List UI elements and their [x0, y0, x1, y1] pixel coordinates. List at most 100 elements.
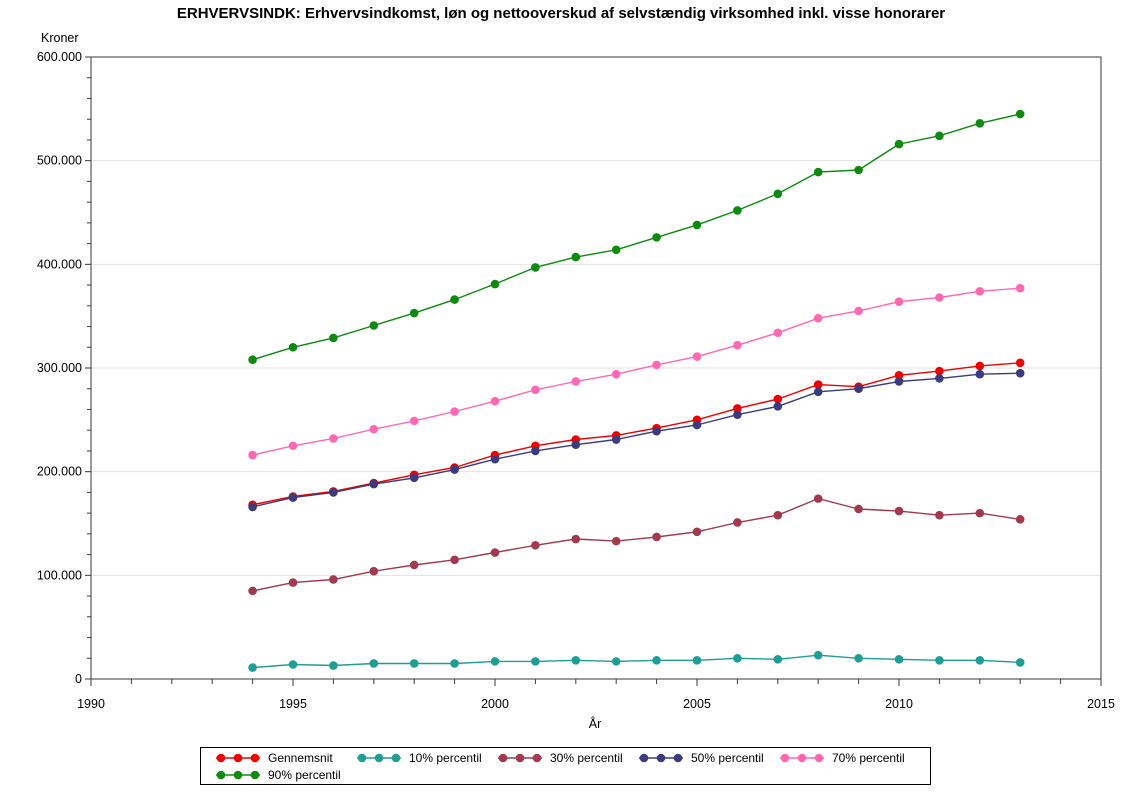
- data-point: [733, 653, 742, 663]
- data-point: [450, 659, 459, 668]
- data-point: [611, 369, 621, 379]
- data-point: [329, 575, 338, 584]
- data-point: [248, 450, 257, 460]
- legend-label: 70% percentil: [832, 750, 905, 765]
- data-point: [571, 656, 581, 665]
- legend-item-50-percentil: 50% percentil: [638, 750, 779, 766]
- data-point: [288, 578, 298, 587]
- data-point: [490, 657, 500, 666]
- data-point: [975, 286, 985, 296]
- data-point: [288, 660, 298, 669]
- data-point: [531, 540, 540, 550]
- data-point: [854, 306, 863, 316]
- data-point: [652, 656, 661, 665]
- x-tick-label: 1995: [279, 697, 307, 711]
- data-point: [975, 656, 985, 665]
- data-point: [773, 189, 783, 199]
- data-point: [571, 252, 581, 262]
- data-point: [692, 420, 702, 430]
- data-point: [531, 263, 540, 272]
- y-tick-label: 300.000: [37, 361, 82, 375]
- legend-label: Gennemsnit: [268, 750, 333, 765]
- data-point: [975, 369, 985, 379]
- data-point: [692, 527, 702, 537]
- data-point: [1015, 515, 1025, 524]
- data-point: [611, 435, 621, 444]
- data-point: [288, 342, 298, 352]
- data-point: [1015, 283, 1025, 293]
- data-point: [531, 657, 540, 666]
- data-point: [1015, 109, 1025, 119]
- data-point: [329, 661, 338, 670]
- data-point: [288, 441, 298, 451]
- data-point: [450, 465, 459, 474]
- data-point: [773, 394, 783, 404]
- series-line-50-percentil: [252, 372, 1021, 508]
- data-point: [369, 659, 379, 668]
- y-tick-label: 400.000: [37, 257, 82, 271]
- data-point: [329, 333, 338, 343]
- data-point: [733, 404, 742, 413]
- legend-item-30-percentil: 30% percentil: [497, 750, 638, 766]
- legend-marker-icon: [498, 753, 542, 762]
- data-point: [894, 370, 904, 380]
- data-point: [490, 396, 500, 406]
- x-tick-label: 2015: [1087, 697, 1115, 711]
- data-point: [571, 440, 581, 450]
- legend-item-70-percentil: 70% percentil: [779, 750, 920, 766]
- data-point: [248, 663, 257, 672]
- data-point: [652, 360, 661, 370]
- data-point: [733, 410, 742, 419]
- data-point: [935, 293, 944, 302]
- legend-marker-icon: [216, 753, 260, 762]
- data-point: [611, 657, 621, 666]
- data-point: [329, 434, 338, 443]
- legend-label: 50% percentil: [691, 750, 764, 765]
- data-point: [1015, 368, 1025, 378]
- data-point: [813, 313, 823, 323]
- data-point: [571, 377, 581, 386]
- data-point: [369, 479, 379, 489]
- x-tick-label: 2005: [683, 697, 711, 711]
- series-line-70-percentil: [252, 287, 1021, 456]
- data-point: [369, 566, 379, 576]
- series-line-gennemsnit: [252, 362, 1021, 506]
- data-point: [571, 534, 581, 544]
- data-point: [369, 424, 379, 434]
- data-point: [409, 659, 419, 668]
- data-point: [733, 518, 742, 527]
- series-line-90-percentil: [252, 113, 1021, 361]
- data-point: [288, 493, 298, 502]
- legend-marker-icon: [639, 753, 683, 762]
- y-tick-label: 0: [75, 672, 82, 686]
- data-point: [935, 656, 944, 665]
- y-tick-label: 500.000: [37, 154, 82, 168]
- legend-label: 30% percentil: [550, 750, 623, 765]
- data-point: [813, 167, 823, 177]
- data-point: [652, 233, 661, 242]
- x-tick-label: 2010: [885, 697, 913, 711]
- data-point: [894, 506, 904, 516]
- data-point: [692, 220, 702, 230]
- series-line-30-percentil: [252, 497, 1021, 592]
- data-point: [894, 377, 904, 386]
- data-point: [894, 139, 904, 149]
- data-point: [611, 536, 621, 546]
- data-point: [854, 165, 863, 175]
- data-point: [935, 374, 944, 383]
- y-axis-title: Kroner: [41, 31, 79, 45]
- data-point: [773, 655, 783, 664]
- data-point: [409, 473, 419, 483]
- data-point: [531, 385, 540, 395]
- data-point: [813, 494, 823, 503]
- data-point: [854, 504, 863, 514]
- data-point: [692, 656, 702, 665]
- data-point: [409, 560, 419, 570]
- data-point: [854, 653, 863, 663]
- data-point: [975, 508, 985, 518]
- data-point: [935, 131, 944, 141]
- data-point: [773, 402, 783, 411]
- data-point: [692, 352, 702, 361]
